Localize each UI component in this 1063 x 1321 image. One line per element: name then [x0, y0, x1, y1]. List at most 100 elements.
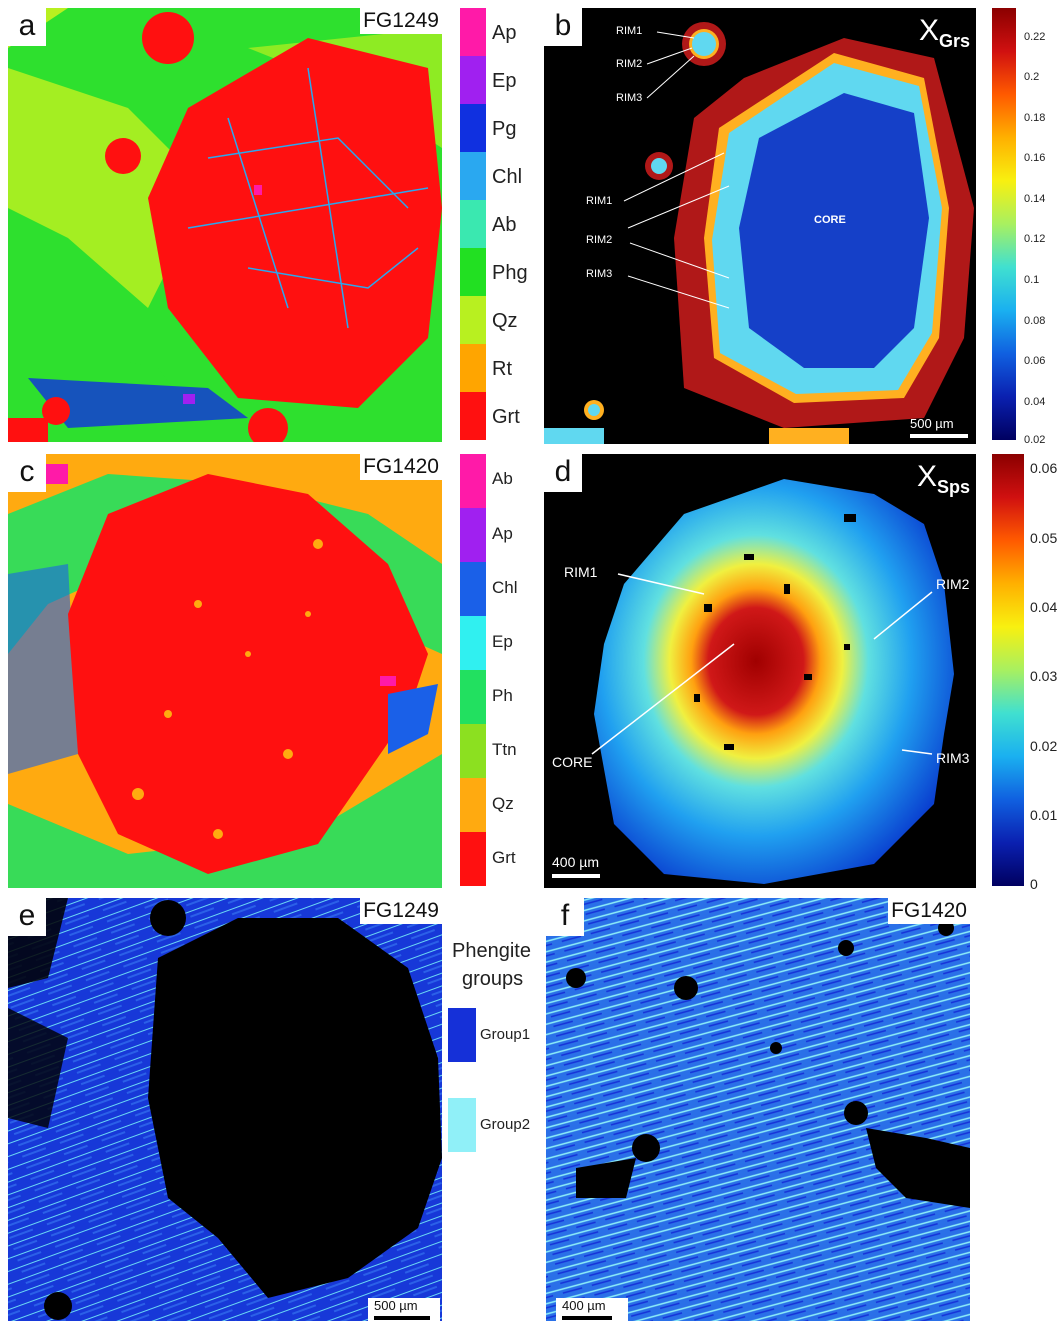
colorbar-d-tick: 0.04: [1030, 599, 1058, 615]
legend-swatch-rt: [460, 344, 486, 392]
legend-swatch-chl-c: [460, 562, 486, 616]
legend-label-qz-c: Qz: [492, 794, 514, 813]
xgrs-label-sub: Grs: [938, 31, 970, 51]
phase-map-image-a: [8, 8, 442, 442]
legend-swatch-ap-c: [460, 508, 486, 562]
annotation-rim2: RIM2: [586, 234, 613, 246]
scale-bar-b: 500 µm: [910, 416, 970, 440]
phengite-legend: Phengite groups Group1 Group2: [448, 940, 544, 1160]
scale-bar-d: 400 µm: [552, 854, 622, 882]
phengite-map-image-e: [8, 898, 442, 1321]
legend-swatch-ep-c: [460, 616, 486, 670]
annotation-rim2-d: RIM2: [936, 576, 970, 592]
colorbar-b: 0.22 0.2 0.18 0.16 0.14 0.12 0.1 0.08 0.…: [992, 8, 1062, 446]
annotation-rim1-d: RIM1: [564, 564, 598, 580]
legend-swatch-grt-c: [460, 832, 486, 886]
phase-map-image-c: [8, 464, 442, 888]
legend-swatch-ab-c: [460, 454, 486, 508]
colorbar-b-tick: 0.2: [1024, 71, 1040, 83]
colorbar-d-tick: 0.05: [1030, 530, 1058, 546]
colorbar-b-tick: 0.18: [1024, 112, 1046, 124]
mineral-legend-a: Ap Ep Pg Chl Ab Phg Qz Rt Grt: [460, 8, 540, 442]
annotation-rim1: RIM1: [586, 195, 613, 207]
xsps-label-main: X: [916, 460, 937, 493]
sample-label-e: FG1249: [360, 898, 442, 924]
annotation-core-d: CORE: [552, 754, 593, 770]
colorbar-b-tick: 0.22: [1024, 31, 1046, 43]
xgrs-label: XGrs: [919, 14, 970, 52]
legend-label-grt-c: Grt: [492, 848, 516, 867]
annotation-rim1-small: RIM1: [616, 25, 643, 37]
legend-swatch-qz-c: [460, 778, 486, 832]
legend-swatch-group2: [448, 1098, 476, 1152]
legend-label-group1: Group1: [480, 1026, 531, 1043]
colorbar-b-tick: 0.08: [1024, 315, 1046, 327]
spessartine-map-image: [591, 479, 954, 884]
grossular-map-image: [544, 22, 974, 444]
colorbar-b-tick: 0.04: [1024, 396, 1046, 408]
legend-label-ab-c: Ab: [492, 469, 513, 488]
legend-label-grt: Grt: [492, 406, 520, 428]
scale-bar-e-line: [374, 1316, 430, 1320]
sample-label-a: FG1249: [360, 8, 442, 34]
legend-label-ab: Ab: [492, 214, 517, 236]
legend-swatch-ab: [460, 200, 486, 248]
legend-label-ep: Ep: [492, 70, 517, 92]
legend-swatch-chl: [460, 152, 486, 200]
legend-label-pg: Pg: [492, 118, 517, 140]
panel-a-phase-map: a FG1249: [8, 8, 442, 442]
colorbar-d-tick: 0: [1030, 876, 1038, 892]
colorbar-b-gradient: [992, 8, 1016, 440]
legend-swatch-ep: [460, 56, 486, 104]
colorbar-d-tick: 0.06: [1030, 460, 1058, 476]
annotation-rim3: RIM3: [586, 268, 613, 280]
legend-label-group2: Group2: [480, 1116, 531, 1133]
scale-bar-d-line: [552, 874, 600, 878]
annotation-rim3-d: RIM3: [936, 750, 970, 766]
phengite-legend-title-2: groups: [462, 968, 524, 990]
legend-swatch-phg: [460, 248, 486, 296]
colorbar-d-tick: 0.01: [1030, 807, 1058, 823]
scale-bar-b-label: 500 µm: [910, 416, 954, 431]
sample-label-c: FG1420: [360, 454, 442, 480]
annotation-rim2-small: RIM2: [616, 58, 643, 70]
legend-label-ttn-c: Ttn: [492, 740, 517, 759]
legend-swatch-ph-c: [460, 670, 486, 724]
colorbar-d-tick: 0.03: [1030, 668, 1058, 684]
panel-letter-f: f: [546, 898, 584, 936]
colorbar-b-tick: 0.12: [1024, 233, 1046, 245]
colorbar-d-tick: 0.02: [1030, 738, 1058, 754]
scale-bar-e: 500 µm: [368, 1298, 440, 1321]
panel-letter-d: d: [544, 454, 582, 492]
legend-swatch-qz: [460, 296, 486, 344]
panel-b-grossular-map: b XGrs RIM1 RIM2 RIM3 RIM1 RIM2 RIM3 COR…: [544, 8, 976, 444]
panel-c-phase-map: c FG1420: [8, 454, 442, 888]
panel-letter-c: c: [8, 454, 46, 492]
legend-swatch-grt: [460, 392, 486, 440]
legend-swatch-group1: [448, 1008, 476, 1062]
panel-e-phengite-map: e FG1249 500 µm: [8, 898, 442, 1321]
scale-bar-d-label: 400 µm: [552, 854, 599, 870]
annotation-rim3-small: RIM3: [616, 92, 643, 104]
colorbar-b-tick: 0.06: [1024, 355, 1046, 367]
sample-label-f: FG1420: [888, 898, 970, 924]
colorbar-d-gradient: [992, 454, 1024, 886]
legend-swatch-ttn-c: [460, 724, 486, 778]
legend-label-rt: Rt: [492, 358, 512, 380]
panel-letter-a: a: [8, 8, 46, 46]
legend-swatch-pg: [460, 104, 486, 152]
panel-d-spessartine-map: d XSps RIM1 RIM2 CORE RIM3 400 µm: [544, 454, 976, 888]
legend-label-ph-c: Ph: [492, 686, 513, 705]
xgrs-label-main: X: [918, 14, 939, 47]
legend-label-chl-c: Chl: [492, 578, 518, 597]
colorbar-b-tick: 0.14: [1024, 193, 1046, 205]
legend-label-ap-c: Ap: [492, 524, 513, 543]
phengite-map-image-f: [546, 898, 970, 1321]
scale-bar-e-label: 500 µm: [374, 1298, 418, 1313]
colorbar-b-tick: 0.1: [1024, 274, 1040, 286]
legend-label-phg: Phg: [492, 262, 528, 284]
scale-bar-b-line: [910, 434, 968, 438]
colorbar-b-tick: 0.16: [1024, 152, 1046, 164]
legend-label-qz: Qz: [492, 310, 518, 332]
panel-letter-b: b: [544, 8, 582, 46]
